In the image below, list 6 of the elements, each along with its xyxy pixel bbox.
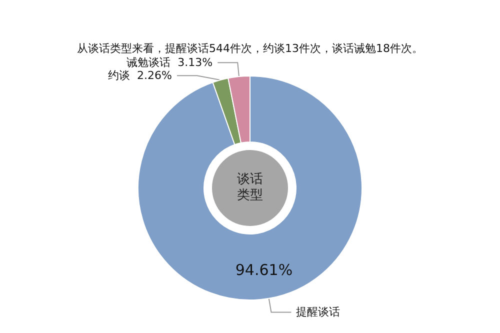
chart-title: 从谈话类型来看，提醒谈话544件次，约谈13件次，谈话诫勉18件次。 <box>77 42 423 55</box>
slice-label: 诫勉谈话 3.13% <box>126 56 213 70</box>
slice-label: 约谈 2.26% <box>108 69 172 82</box>
data-label: 94.61% <box>235 260 293 279</box>
circle-badge: 谈话类型 <box>212 150 288 226</box>
slice-label: 提醒谈话 <box>296 306 340 319</box>
